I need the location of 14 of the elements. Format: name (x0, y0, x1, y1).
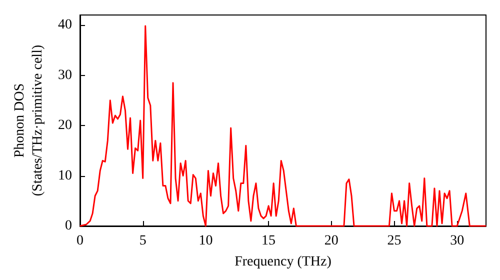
x-axis-title: Frequency (THz) (234, 254, 332, 270)
x-tick-label: 20 (324, 234, 338, 248)
y-tick-label: 30 (58, 68, 72, 83)
y-tick-label: 40 (58, 18, 72, 33)
y-tick-label: 10 (58, 168, 72, 184)
x-tick-label: 10 (198, 234, 213, 248)
x-tick-label: 15 (262, 234, 276, 248)
y-axis-title: Phonon DOS (States/THz·primitive cell) (12, 44, 46, 196)
x-tick-label: 30 (450, 234, 464, 248)
y-tick-label: 0 (65, 218, 72, 234)
x-tick-label: 25 (387, 234, 402, 248)
x-tick-label: 0 (76, 234, 84, 248)
x-tick-label: 5 (139, 234, 146, 248)
y-tick-label: 20 (58, 118, 72, 134)
